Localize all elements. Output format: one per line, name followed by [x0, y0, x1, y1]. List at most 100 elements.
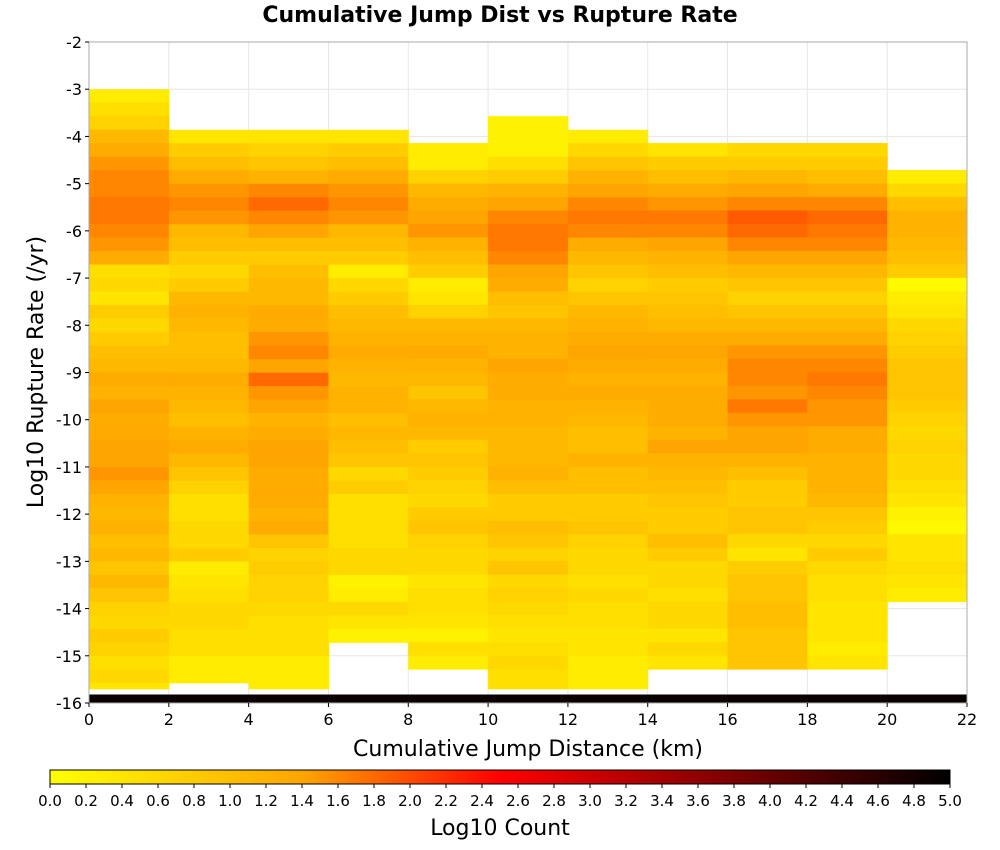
- colorbar-tick-label: 1.4: [290, 792, 314, 810]
- heatmap-cell: [89, 358, 170, 373]
- heatmap-cell: [168, 386, 250, 401]
- heatmap-cell: [807, 520, 888, 535]
- heatmap-cell: [248, 372, 329, 387]
- colorbar-tick-label: 4.6: [866, 792, 890, 810]
- heatmap-cell: [488, 224, 569, 239]
- heatmap-cell: [408, 385, 489, 400]
- heatmap-cell: [488, 304, 569, 319]
- heatmap-cell: [408, 291, 489, 306]
- heatmap-cell: [89, 561, 170, 576]
- heatmap-cell: [408, 143, 489, 158]
- heatmap-cell: [408, 264, 489, 279]
- heatmap-cell: [647, 507, 729, 522]
- heatmap-cell: [727, 547, 808, 562]
- heatmap-cell: [807, 318, 888, 333]
- heatmap-cell: [887, 588, 968, 603]
- heatmap-cell: [807, 291, 888, 306]
- colorbar-tick-label: 2.2: [434, 792, 458, 810]
- heatmap-cell: [807, 237, 888, 252]
- heatmap-cell: [488, 655, 569, 670]
- heatmap-cell: [567, 143, 649, 158]
- heatmap-cell: [328, 413, 409, 428]
- heatmap-cell: [168, 251, 250, 266]
- colorbar-tick-label: 0.4: [110, 792, 134, 810]
- heatmap-cell: [328, 386, 409, 401]
- colorbar-tick-label: 2.0: [398, 792, 422, 810]
- heatmap-cell: [408, 439, 489, 454]
- heatmap-cell: [168, 669, 250, 684]
- y-tick-label: -12: [56, 505, 82, 524]
- heatmap-cell: [168, 318, 250, 333]
- heatmap-cell: [647, 642, 729, 657]
- heatmap-cell: [887, 426, 968, 441]
- heatmap-cell: [168, 574, 250, 589]
- heatmap-cell: [567, 237, 649, 252]
- heatmap-cell: [887, 480, 968, 495]
- heatmap-cell: [567, 318, 649, 333]
- heatmap-cell: [248, 291, 329, 306]
- heatmap-cell: [89, 197, 170, 212]
- y-tick-label: -9: [66, 364, 82, 383]
- heatmap-cell: [647, 480, 729, 495]
- heatmap-cell: [168, 480, 250, 495]
- heatmap-cell: [647, 304, 729, 319]
- heatmap-cell: [248, 183, 329, 198]
- heatmap-cell: [807, 345, 888, 360]
- x-tick-label: 10: [478, 710, 498, 729]
- heatmap-cell: [807, 547, 888, 562]
- heatmap-cell: [887, 250, 968, 265]
- heatmap-cell: [408, 615, 489, 630]
- heatmap-cell: [248, 170, 329, 185]
- colorbar-tick-label: 5.0: [938, 792, 962, 810]
- heatmap-cell: [168, 601, 250, 616]
- heatmap-cell: [647, 210, 729, 225]
- colorbar-tick-label: 3.4: [650, 792, 674, 810]
- heatmap-cell: [567, 264, 649, 279]
- heatmap-cell: [89, 224, 170, 239]
- heatmap-cell: [248, 318, 329, 333]
- heatmap-cell: [408, 170, 489, 185]
- heatmap-cell: [248, 426, 329, 441]
- heatmap-cell: [488, 682, 569, 690]
- y-tick-label: -14: [56, 600, 82, 619]
- heatmap-cell: [89, 534, 170, 549]
- heatmap-cell: [647, 399, 729, 414]
- heatmap-cell: [248, 264, 329, 279]
- heatmap-cell: [89, 116, 170, 131]
- heatmap-cell: [807, 466, 888, 481]
- heatmap-cell: [647, 264, 729, 279]
- heatmap-cell: [647, 183, 729, 198]
- x-tick-label: 8: [403, 710, 413, 729]
- heatmap-cell: [408, 601, 489, 616]
- heatmap-cell: [807, 439, 888, 454]
- heatmap-cell: [328, 237, 409, 252]
- heatmap-cell: [168, 224, 250, 239]
- heatmap-cell: [89, 278, 170, 293]
- heatmap-cell: [647, 196, 729, 211]
- heatmap-cell: [89, 305, 170, 320]
- heatmap-cell: [89, 547, 170, 562]
- heatmap-cell: [168, 440, 250, 455]
- heatmap-cell: [807, 210, 888, 225]
- heatmap-cell: [567, 399, 649, 414]
- heatmap-cell: [408, 561, 489, 576]
- heatmap-cell: [168, 170, 250, 185]
- heatmap-cell: [168, 426, 250, 441]
- heatmap-cell: [567, 669, 649, 684]
- heatmap-cell: [887, 399, 968, 414]
- heatmap-cell: [887, 412, 968, 427]
- heatmap-cell: [89, 507, 170, 522]
- heatmap-cell: [488, 466, 569, 481]
- heatmap-cell: [328, 156, 409, 171]
- heatmap-cell: [328, 426, 409, 441]
- y-tick-label: -5: [66, 175, 82, 194]
- heatmap-cell: [89, 669, 170, 684]
- heatmap-cell: [647, 345, 729, 360]
- y-axis-ticks: -2 -3 -4 -5 -6 -7 -8 -9 -10 -11 -12 -13 -14 -15 -16: [56, 33, 89, 713]
- heatmap-cell: [89, 183, 170, 198]
- heatmap-cell: [727, 318, 808, 333]
- heatmap-cell: [567, 588, 649, 603]
- heatmap-cell: [727, 304, 808, 319]
- heatmap-cell: [168, 655, 250, 670]
- heatmap-cell: [807, 250, 888, 265]
